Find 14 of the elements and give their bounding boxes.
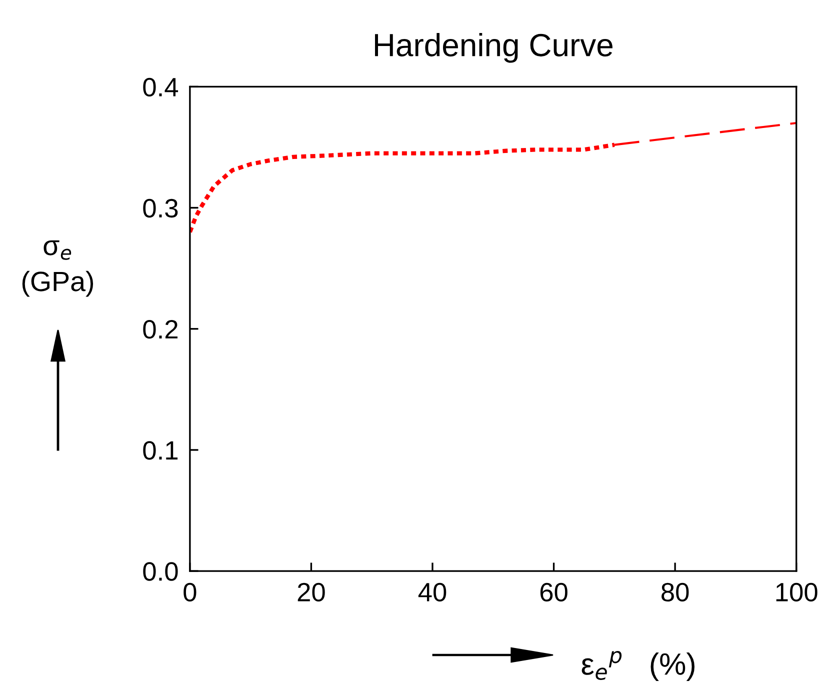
- x-tick-label: 80: [662, 582, 689, 602]
- chart-title: Hardening Curve: [375, 32, 612, 63]
- y-axis-title: σ$_{e}$ (GPa): [22, 240, 94, 297]
- text: ε$_{e}$$^{p}$ (%): [582, 650, 694, 681]
- x-tick-label: 0: [184, 582, 196, 602]
- y-tick-label: 0.1: [143, 441, 178, 460]
- x-tick-label: 40: [418, 582, 446, 602]
- y-tick-label: 0.4: [143, 78, 178, 97]
- y-tick-label: 0.0: [143, 562, 178, 581]
- y-tick-label: 0.3: [143, 198, 178, 218]
- x-tick-label: 60: [540, 582, 568, 602]
- x-tick-label: 100: [776, 582, 818, 602]
- y-tick-label: 0.2: [143, 320, 178, 339]
- x-tick-label: 20: [298, 582, 325, 602]
